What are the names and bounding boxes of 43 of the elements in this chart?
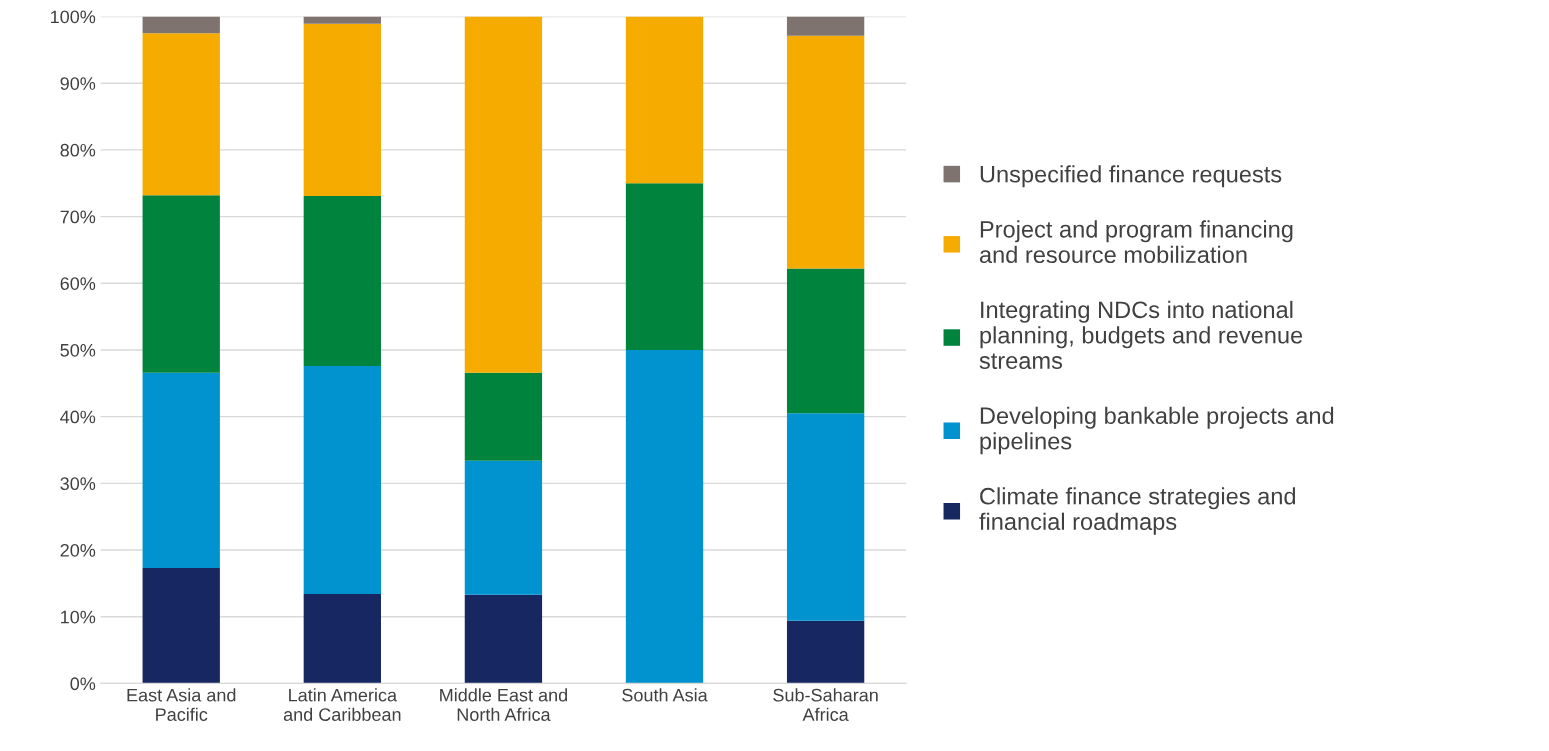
y-tick-label: 50% bbox=[60, 343, 96, 357]
x-tick-label: Latin America and Caribbean bbox=[283, 688, 401, 721]
bar bbox=[625, 183, 704, 350]
y-tick-label: 10% bbox=[61, 610, 96, 624]
bar bbox=[142, 372, 220, 569]
legend-label: Developing bankable projects and pipelines bbox=[980, 406, 1334, 455]
bar bbox=[303, 16, 381, 24]
bar bbox=[303, 195, 381, 366]
bar bbox=[464, 16, 543, 373]
bar bbox=[786, 16, 865, 36]
legend-label: Unspecified finance requests bbox=[980, 165, 1282, 188]
bar bbox=[142, 568, 220, 684]
bar bbox=[303, 594, 381, 684]
x-tick-label: Middle East and North Africa bbox=[440, 688, 567, 721]
y-tick-label: 0% bbox=[70, 677, 96, 691]
x-tick-label: Sub-Saharan Africa bbox=[773, 688, 878, 721]
bar bbox=[464, 594, 543, 684]
bar bbox=[142, 16, 220, 34]
bar bbox=[786, 268, 865, 414]
legend-label: Integrating NDCs into national planning, budgets and revenue streams bbox=[979, 300, 1303, 370]
bar bbox=[142, 195, 220, 373]
x-tick-label: East Asia and Pacific bbox=[127, 688, 236, 721]
y-tick-label: 20% bbox=[60, 543, 96, 557]
y-tick-label: 60% bbox=[60, 277, 96, 290]
y-tick-label: 100% bbox=[51, 10, 96, 24]
legend-label: Project and program financing and resource mobilization bbox=[979, 220, 1293, 264]
bar bbox=[464, 460, 543, 595]
y-tick-label: 70% bbox=[60, 210, 96, 224]
bar bbox=[625, 16, 704, 184]
bar bbox=[303, 23, 381, 196]
bar bbox=[786, 413, 865, 621]
bar bbox=[142, 33, 220, 196]
bar bbox=[625, 349, 704, 684]
x-tick-label: South Asia bbox=[622, 688, 708, 702]
y-tick-label: 40% bbox=[60, 410, 96, 424]
y-tick-label: 30% bbox=[60, 477, 96, 491]
y-tick-label: 90% bbox=[60, 77, 96, 90]
bar bbox=[464, 372, 543, 461]
bar bbox=[303, 365, 381, 595]
legend-label: Climate finance strategies and financial roadmaps bbox=[979, 487, 1296, 535]
bar bbox=[786, 620, 865, 684]
bar bbox=[786, 35, 865, 269]
y-tick-label: 80% bbox=[60, 143, 96, 157]
